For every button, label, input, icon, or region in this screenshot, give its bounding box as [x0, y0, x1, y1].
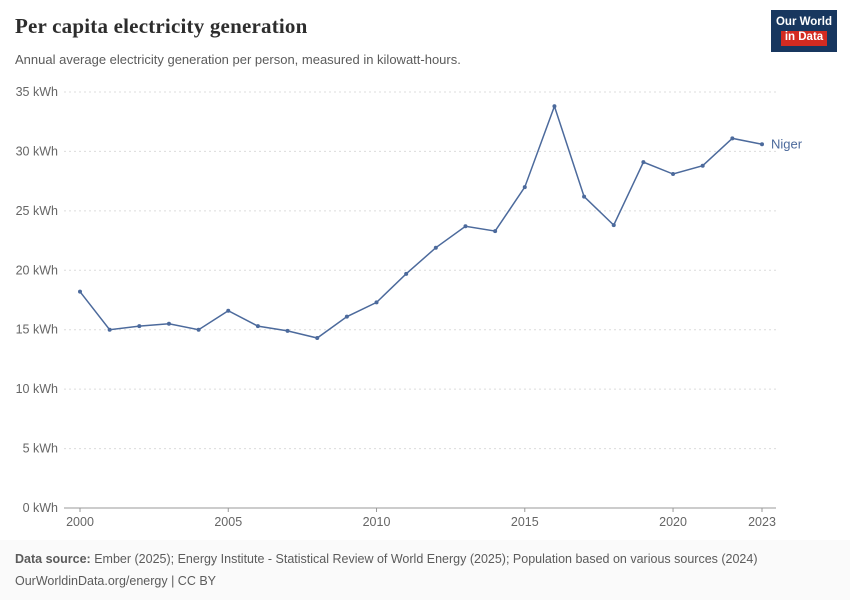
data-point[interactable]: [700, 163, 705, 168]
chart-svg[interactable]: 0 kWh 5 kWh 10 kWh 15 kWh 20 kWh 25 kWh 30 kWh…: [0, 80, 850, 535]
y-tick-label: 0 kWh: [23, 501, 58, 515]
x-tick-label: 2010: [363, 515, 391, 529]
page-subtitle: Annual average electricity generation pe…: [15, 52, 461, 67]
logo-line-1: Our World: [775, 16, 832, 28]
data-point[interactable]: [463, 224, 468, 229]
data-point[interactable]: [315, 336, 320, 341]
y-tick-label: 15 kWh: [16, 323, 58, 337]
y-tick-label: 10 kWh: [16, 382, 58, 396]
data-point[interactable]: [78, 289, 82, 294]
datasource-text: Ember (2025); Energy Institute - Statist…: [90, 552, 758, 566]
series-end-label: Niger: [771, 136, 803, 151]
y-tick-label: 20 kWh: [16, 263, 58, 277]
data-point[interactable]: [285, 328, 290, 333]
y-tick-label: 5 kWh: [23, 442, 58, 456]
data-point[interactable]: [522, 185, 527, 190]
x-tick-label: 2023: [748, 515, 776, 529]
chart-footer: Data source: Ember (2025); Energy Instit…: [0, 540, 850, 600]
data-point[interactable]: [374, 300, 379, 305]
data-point[interactable]: [641, 160, 646, 165]
data-point[interactable]: [611, 223, 616, 228]
data-point[interactable]: [760, 142, 764, 147]
y-tick-label: 25 kWh: [16, 204, 58, 218]
page-title: Per capita electricity generation: [15, 14, 308, 38]
data-point[interactable]: [433, 245, 438, 250]
data-point[interactable]: [255, 324, 260, 329]
data-point[interactable]: [137, 324, 142, 329]
x-tick-label: 2015: [511, 515, 539, 529]
data-line[interactable]: [79, 103, 763, 339]
datasource-label: Data source:: [15, 552, 91, 566]
data-point[interactable]: [196, 327, 201, 332]
chart-header: Per capita electricity generation Annual…: [0, 0, 850, 80]
x-tick-label: 2000: [66, 515, 94, 529]
datasource-line: Data source: Ember (2025); Energy Instit…: [15, 549, 835, 571]
y-tick-label: 35 kWh: [16, 85, 58, 99]
owid-logo: Our World in Data: [771, 10, 837, 52]
x-tick-label: 2005: [214, 515, 242, 529]
data-point[interactable]: [344, 314, 349, 319]
data-point[interactable]: [226, 308, 231, 313]
data-point[interactable]: [493, 229, 498, 234]
data-point[interactable]: [404, 271, 409, 276]
data-point[interactable]: [552, 104, 557, 109]
data-point[interactable]: [582, 194, 587, 199]
data-point[interactable]: [107, 327, 112, 332]
data-point[interactable]: [730, 136, 735, 141]
x-tick-label: 2020: [659, 515, 687, 529]
y-tick-label: 30 kWh: [16, 144, 58, 158]
data-point[interactable]: [166, 321, 171, 326]
logo-line-2: in Data: [780, 30, 828, 46]
license-line: OurWorldinData.org/energy | CC BY: [15, 573, 217, 588]
data-point[interactable]: [671, 172, 676, 177]
